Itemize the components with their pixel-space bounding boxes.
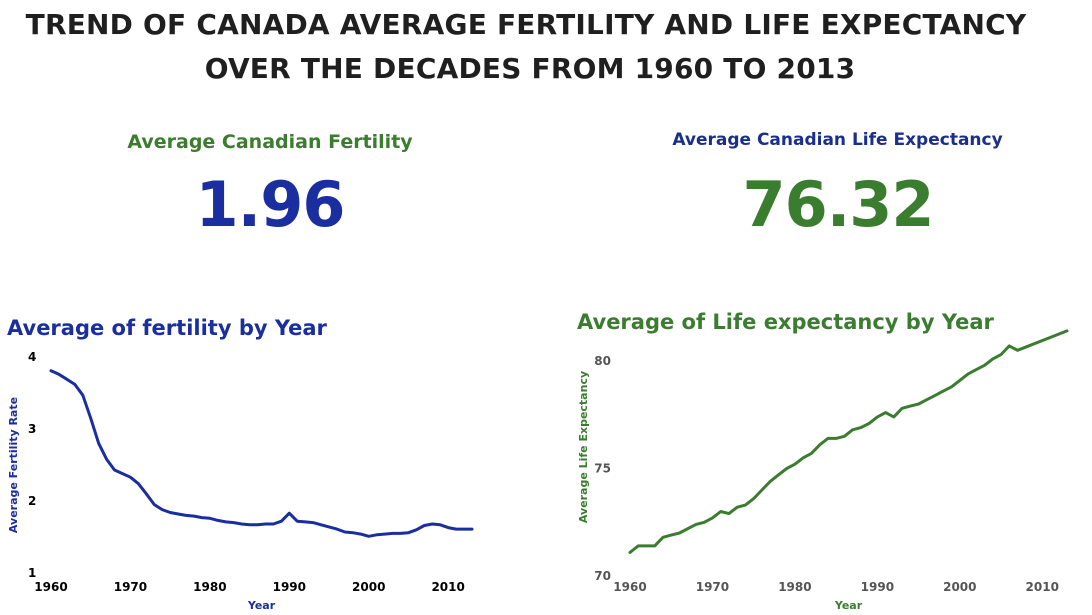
life-expectancy-kpi-label: Average Canadian Life Expectancy — [672, 130, 1003, 150]
fertility-chart-x-axis-title: Year — [247, 599, 276, 612]
fertility-chart-y-tick-label: 2 — [28, 494, 36, 508]
life-expectancy-chart-x-tick-label: 2010 — [1026, 580, 1059, 594]
life-expectancy-chart-x-tick-label: 1970 — [696, 580, 729, 594]
life-expectancy-chart-y-axis-title: Average Life Expectancy — [577, 371, 590, 523]
life-expectancy-chart-x-axis-title: Year — [834, 599, 863, 612]
fertility-chart-y-tick-label: 1 — [28, 566, 36, 580]
fertility-chart-x-tick-label: 1970 — [114, 580, 147, 594]
life-expectancy-chart-x-tick-label: 1960 — [613, 580, 646, 594]
fertility-chart-x-tick-label: 2010 — [431, 580, 464, 594]
fertility-chart-y-tick-label: 3 — [28, 422, 36, 436]
fertility-chart-y-axis-title: Average Fertility Rate — [7, 397, 20, 533]
fertility-chart-x-tick-label: 2000 — [352, 580, 385, 594]
life-expectancy-chart-y-tick-label: 80 — [594, 354, 611, 368]
life-expectancy-chart-title: Average of Life expectancy by Year — [577, 310, 994, 334]
life-expectancy-chart-y-tick-label: 70 — [594, 569, 611, 583]
fertility-chart-y-tick-label: 4 — [28, 350, 36, 364]
fertility-kpi-value: 1.96 — [195, 168, 346, 241]
page-title-line-2: OVER THE DECADES FROM 1960 TO 2013 — [204, 52, 856, 85]
fertility-chart-x-tick-label: 1960 — [34, 580, 67, 594]
life-expectancy-chart-x-tick-label: 1980 — [778, 580, 811, 594]
life-expectancy-chart-x-tick-label: 1990 — [861, 580, 894, 594]
life-expectancy-chart-y-tick-label: 75 — [594, 462, 611, 476]
fertility-kpi-label: Average Canadian Fertility — [127, 131, 413, 153]
life-expectancy-kpi-value: 76.32 — [742, 168, 934, 241]
page-title-line-1: TREND OF CANADA AVERAGE FERTILITY AND LI… — [25, 8, 1027, 41]
life-expectancy-chart-x-tick-label: 2000 — [943, 580, 976, 594]
life-expectancy-chart-series-line — [628, 329, 1069, 554]
fertility-chart-series-line — [49, 369, 474, 538]
fertility-chart-x-tick-label: 1990 — [273, 580, 306, 594]
fertility-chart-x-tick-label: 1980 — [193, 580, 226, 594]
fertility-chart-title: Average of fertility by Year — [7, 316, 327, 340]
